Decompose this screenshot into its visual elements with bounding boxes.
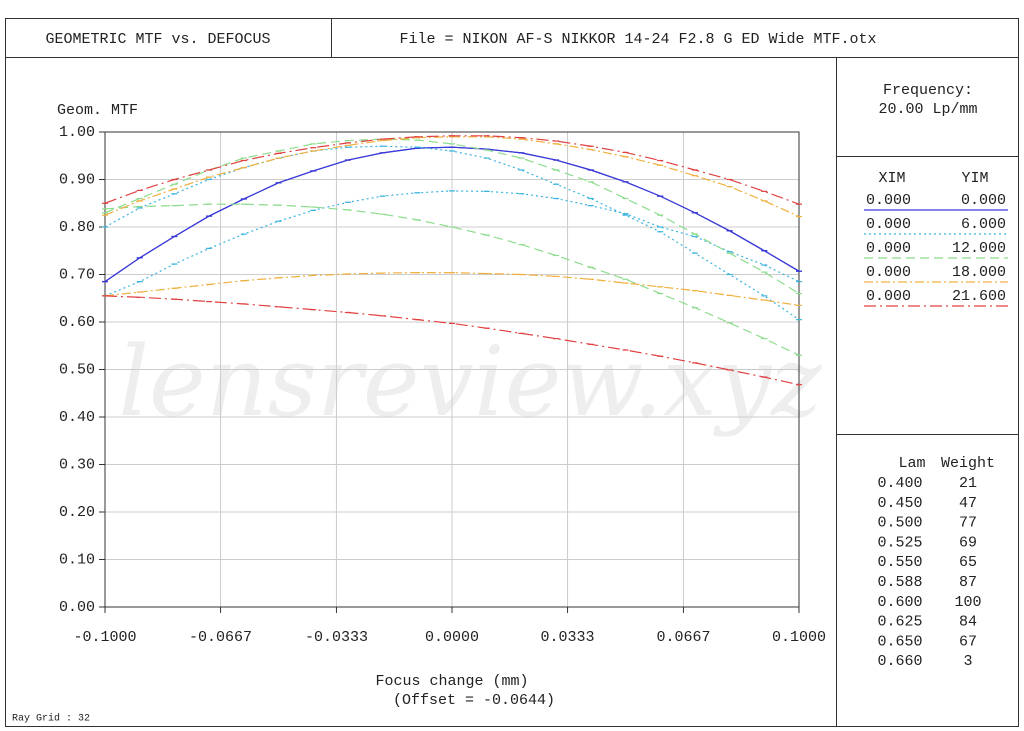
weight-value: 77: [959, 515, 977, 532]
legend-header: YIM: [961, 170, 988, 187]
weight-value: 84: [959, 614, 977, 631]
lam-value: 0.500: [877, 515, 922, 532]
weight-value: 67: [959, 633, 977, 650]
frequency-label: Frequency:: [883, 82, 973, 99]
legend-xim: 0.000: [866, 240, 911, 257]
y-tick-label: 0.20: [59, 504, 95, 521]
x-tick-label: 0.1000: [772, 629, 826, 646]
table-header: Lam: [898, 455, 925, 472]
watermark: lensreview.xyz: [118, 326, 823, 438]
legend-xim: 0.000: [866, 216, 911, 233]
lam-value: 0.625: [877, 614, 922, 631]
legend-xim: 0.000: [866, 192, 911, 209]
legend-header: XIM: [878, 170, 905, 187]
y-tick-label: 1.00: [59, 124, 95, 141]
weight-value: 100: [954, 594, 981, 611]
lam-value: 0.525: [877, 534, 922, 551]
weight-value: 21: [959, 475, 977, 492]
y-tick-label: 0.10: [59, 551, 95, 568]
frequency: 20.00 Lp/mm: [878, 101, 977, 118]
y-tick-label: 0.30: [59, 456, 95, 473]
lam-value: 0.550: [877, 554, 922, 571]
y-tick-label: 0.60: [59, 314, 95, 331]
mtf-curve: [104, 295, 800, 386]
lam-value: 0.450: [877, 495, 922, 512]
lam-value: 0.400: [877, 475, 922, 492]
legend-yim: 12.000: [952, 240, 1006, 257]
y-tick-label: 0.80: [59, 219, 95, 236]
weight-value: 3: [963, 653, 972, 670]
x-tick-label: 0.0667: [656, 629, 710, 646]
legend-yim: 6.000: [961, 216, 1006, 233]
x-tick-label: -0.0333: [305, 629, 368, 646]
chart-title: GEOMETRIC MTF vs. DEFOCUS: [45, 31, 270, 48]
mtf-curve: [104, 138, 800, 295]
table-header: Weight: [941, 455, 995, 472]
weight-value: 47: [959, 495, 977, 512]
offset-note: (Offset = -0.0644): [393, 692, 555, 709]
lam-value: 0.600: [877, 594, 922, 611]
y-tick-label: 0.90: [59, 171, 95, 188]
legend-yim: 18.000: [952, 264, 1006, 281]
x-tick-label: 0.0000: [425, 629, 479, 646]
legend-xim: 0.000: [866, 288, 911, 305]
y-tick-label: 0.50: [59, 361, 95, 378]
x-tick-label: -0.1000: [73, 629, 136, 646]
lam-value: 0.650: [877, 633, 922, 650]
mtf-curve: [104, 203, 800, 356]
legend-yim: 21.600: [952, 288, 1006, 305]
x-axis-title: Focus change (mm): [375, 673, 528, 690]
weight-value: 65: [959, 554, 977, 571]
lam-value: 0.660: [877, 653, 922, 670]
legend-yim: 0.000: [961, 192, 1006, 209]
y-axis-title: Geom. MTF: [57, 102, 138, 119]
frame: [5, 18, 1019, 727]
legend-xim: 0.000: [866, 264, 911, 281]
footer: Ray Grid : 32: [12, 713, 90, 725]
weight-value: 69: [959, 534, 977, 551]
file-name: File = NIKON AF-S NIKKOR 14-24 F2.8 G ED…: [399, 31, 876, 48]
y-tick-label: 0.00: [59, 599, 95, 616]
x-tick-label: -0.0667: [189, 629, 252, 646]
x-tick-label: 0.0333: [541, 629, 595, 646]
plot-area: [104, 131, 800, 608]
y-tick-label: 0.40: [59, 409, 95, 426]
y-tick-label: 0.70: [59, 266, 95, 283]
lam-value: 0.588: [877, 574, 922, 591]
weight-value: 87: [959, 574, 977, 591]
